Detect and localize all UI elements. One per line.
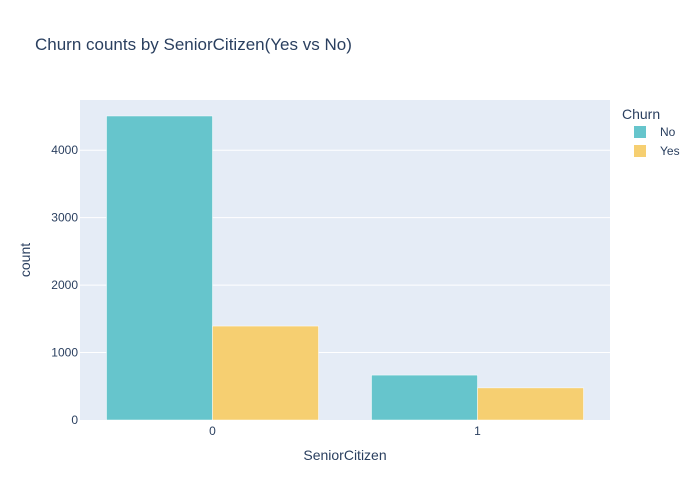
y-tick-label: 4000 [51,143,78,157]
legend-items: No Yes [634,125,680,158]
legend-swatch-yes [634,145,646,157]
y-tick-label: 2000 [51,278,78,292]
legend: Churn No Yes [622,106,680,158]
y-tick-label: 3000 [51,211,78,225]
legend-label-no: No [660,125,676,139]
y-axis-title: count [17,243,33,277]
y-tick-label: 1000 [51,346,78,360]
legend-swatch-no [634,126,646,138]
x-tick-label: 0 [209,424,216,438]
bar-no-1 [371,374,478,421]
bar-yes-1 [477,387,584,421]
x-axis-title: SeniorCitizen [303,447,386,463]
y-tick-label: 0 [71,413,78,427]
bars [106,115,584,421]
x-tick-label: 1 [474,424,481,438]
y-tick-labels: 0 1000 2000 3000 4000 [51,143,78,427]
legend-label-yes: Yes [660,144,680,158]
bar-no-0 [106,115,213,421]
chart-title: Churn counts by SeniorCitizen(Yes vs No) [35,35,352,54]
bar-yes-0 [212,325,319,421]
legend-title: Churn [622,106,660,122]
